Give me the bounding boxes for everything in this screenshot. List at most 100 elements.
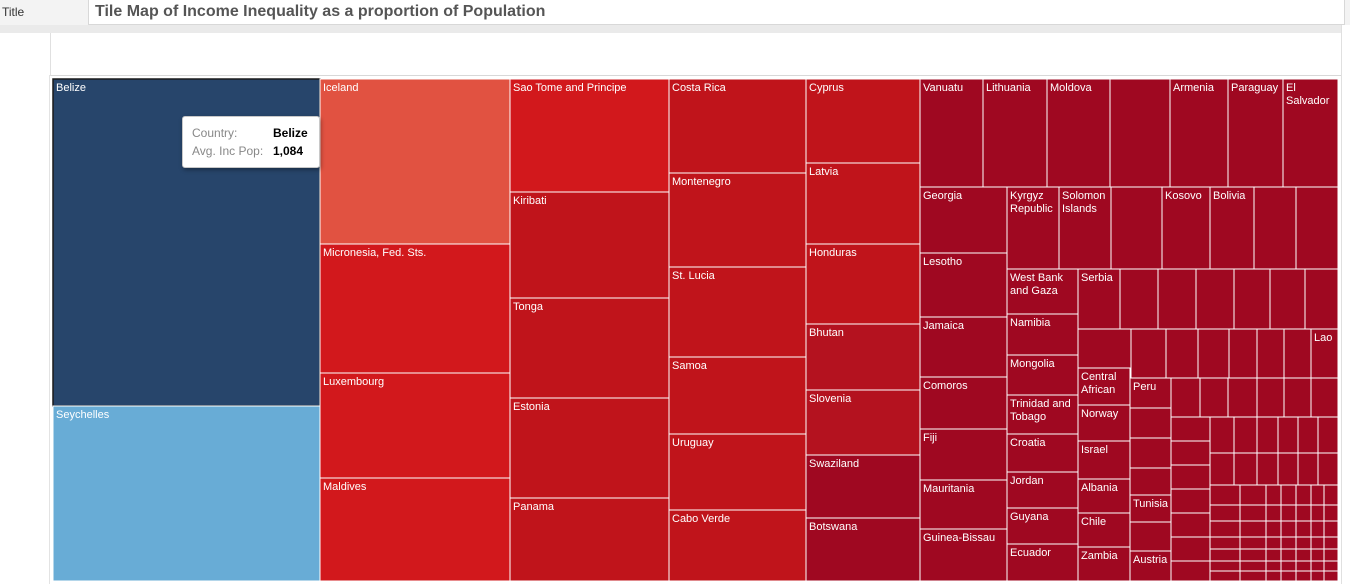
tile-jordan[interactable] [1006,471,1079,509]
tile[interactable] [1170,512,1211,538]
tile-trinidad-and-tobago[interactable] [1006,394,1079,435]
tile-montenegro[interactable] [668,172,807,268]
tile-kiribati[interactable] [509,191,670,299]
tile[interactable] [1233,268,1271,330]
tile[interactable] [1295,484,1312,506]
tile-lao[interactable] [1310,328,1339,379]
tile-chile[interactable] [1077,512,1131,548]
tile[interactable] [1323,536,1339,550]
tile[interactable] [1109,78,1171,188]
tile[interactable] [1265,548,1282,562]
tile[interactable] [1265,570,1282,582]
tile[interactable] [1195,268,1235,330]
tile-slovenia[interactable] [805,389,921,456]
tile-mongolia[interactable] [1006,354,1079,396]
tile[interactable] [1209,452,1235,486]
tile[interactable] [1239,548,1267,562]
tile[interactable] [1239,484,1267,506]
tile[interactable] [1199,377,1229,418]
tile-albania[interactable] [1077,478,1131,514]
tile[interactable] [1310,504,1325,522]
tile-sao-tome-and-principe[interactable] [509,78,670,193]
tile-uruguay[interactable] [668,433,807,511]
tile[interactable] [1129,521,1172,552]
tile[interactable] [1283,377,1312,418]
tile-ecuador[interactable] [1006,543,1079,582]
tile-croatia[interactable] [1006,433,1079,473]
tile-tonga[interactable] [509,297,670,399]
tile-seychelles[interactable] [52,405,321,582]
tile[interactable] [1295,548,1312,562]
tile[interactable] [1239,536,1267,550]
tile-armenia[interactable] [1169,78,1229,188]
tile-st-lucia[interactable] [668,266,807,358]
tile[interactable] [1323,548,1339,562]
tile-vanuatu[interactable] [919,78,984,188]
tile[interactable] [1265,536,1282,550]
tile-namibia[interactable] [1006,313,1079,356]
tile[interactable] [1295,570,1312,582]
tile[interactable] [1295,504,1312,522]
tile-bhutan[interactable] [805,323,921,391]
tile-peru[interactable] [1129,377,1172,409]
tile[interactable] [1280,520,1297,538]
tile[interactable] [1310,560,1325,572]
tile-botswana[interactable] [805,517,921,582]
tile[interactable] [1295,560,1312,572]
tile-austria[interactable] [1129,550,1172,582]
tile[interactable] [1297,452,1319,486]
tile[interactable] [1310,377,1339,418]
tile[interactable] [1197,328,1230,379]
tile-el-salvador[interactable] [1282,78,1339,188]
tile-cabo-verde[interactable] [668,509,807,582]
tile[interactable] [1227,377,1258,418]
tile-guinea-bissau[interactable] [919,528,1008,582]
tile[interactable] [1130,328,1167,379]
tile[interactable] [1280,560,1297,572]
tile-lesotho[interactable] [919,252,1008,318]
tile[interactable] [1209,520,1241,538]
tile[interactable] [1323,520,1339,538]
tile[interactable] [1239,504,1267,522]
tile[interactable] [1228,328,1258,379]
tile[interactable] [1253,186,1297,270]
tile[interactable] [1110,186,1163,270]
tile[interactable] [1280,548,1297,562]
tile[interactable] [1269,268,1306,330]
tile[interactable] [1317,452,1339,486]
tile-fiji[interactable] [919,428,1008,481]
tile-latvia[interactable] [805,162,921,245]
tile-honduras[interactable] [805,243,921,325]
tile[interactable] [1280,484,1297,506]
tile-bolivia[interactable] [1209,186,1255,270]
tile[interactable] [1209,536,1241,550]
tile[interactable] [1209,416,1235,454]
tile[interactable] [1323,504,1339,522]
tile-iceland[interactable] [319,78,511,245]
tile[interactable] [1310,520,1325,538]
tile-guyana[interactable] [1006,507,1079,545]
tile-kosovo[interactable] [1161,186,1211,270]
tile[interactable] [1310,536,1325,550]
tile[interactable] [1265,504,1282,522]
tile[interactable] [1170,488,1211,514]
tile[interactable] [1209,560,1241,572]
tile-tunisia[interactable] [1129,494,1172,523]
tile-maldives[interactable] [319,477,511,582]
tile[interactable] [1256,452,1279,486]
tile[interactable] [1170,560,1211,582]
tile[interactable] [1209,504,1241,522]
tile[interactable] [1280,570,1297,582]
tile[interactable] [1265,484,1282,506]
tile-comoros[interactable] [919,376,1008,430]
tile-estonia[interactable] [509,397,670,499]
tile-lithuania[interactable] [982,78,1048,188]
tile-georgia[interactable] [919,186,1008,254]
tile[interactable] [1170,416,1211,442]
tile[interactable] [1170,464,1211,490]
tile[interactable] [1256,377,1285,418]
tile[interactable] [1310,570,1325,582]
tile[interactable] [1129,437,1172,469]
tile-zambia[interactable] [1077,546,1131,582]
tile[interactable] [1170,440,1211,466]
